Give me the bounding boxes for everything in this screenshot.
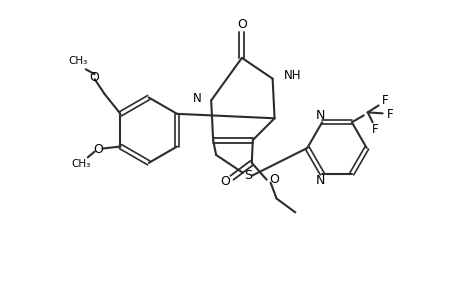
Text: S: S bbox=[243, 169, 251, 182]
Text: CH₃: CH₃ bbox=[71, 159, 90, 170]
Text: N: N bbox=[192, 92, 201, 105]
Text: O: O bbox=[94, 143, 103, 156]
Text: N: N bbox=[315, 109, 324, 122]
Text: O: O bbox=[269, 173, 279, 186]
Text: O: O bbox=[90, 71, 100, 84]
Text: O: O bbox=[219, 175, 230, 188]
Text: F: F bbox=[371, 123, 378, 136]
Text: O: O bbox=[236, 18, 246, 31]
Text: F: F bbox=[381, 94, 388, 107]
Text: N: N bbox=[315, 174, 324, 187]
Text: CH₃: CH₃ bbox=[68, 56, 87, 66]
Text: F: F bbox=[386, 108, 393, 121]
Text: NH: NH bbox=[283, 69, 300, 82]
